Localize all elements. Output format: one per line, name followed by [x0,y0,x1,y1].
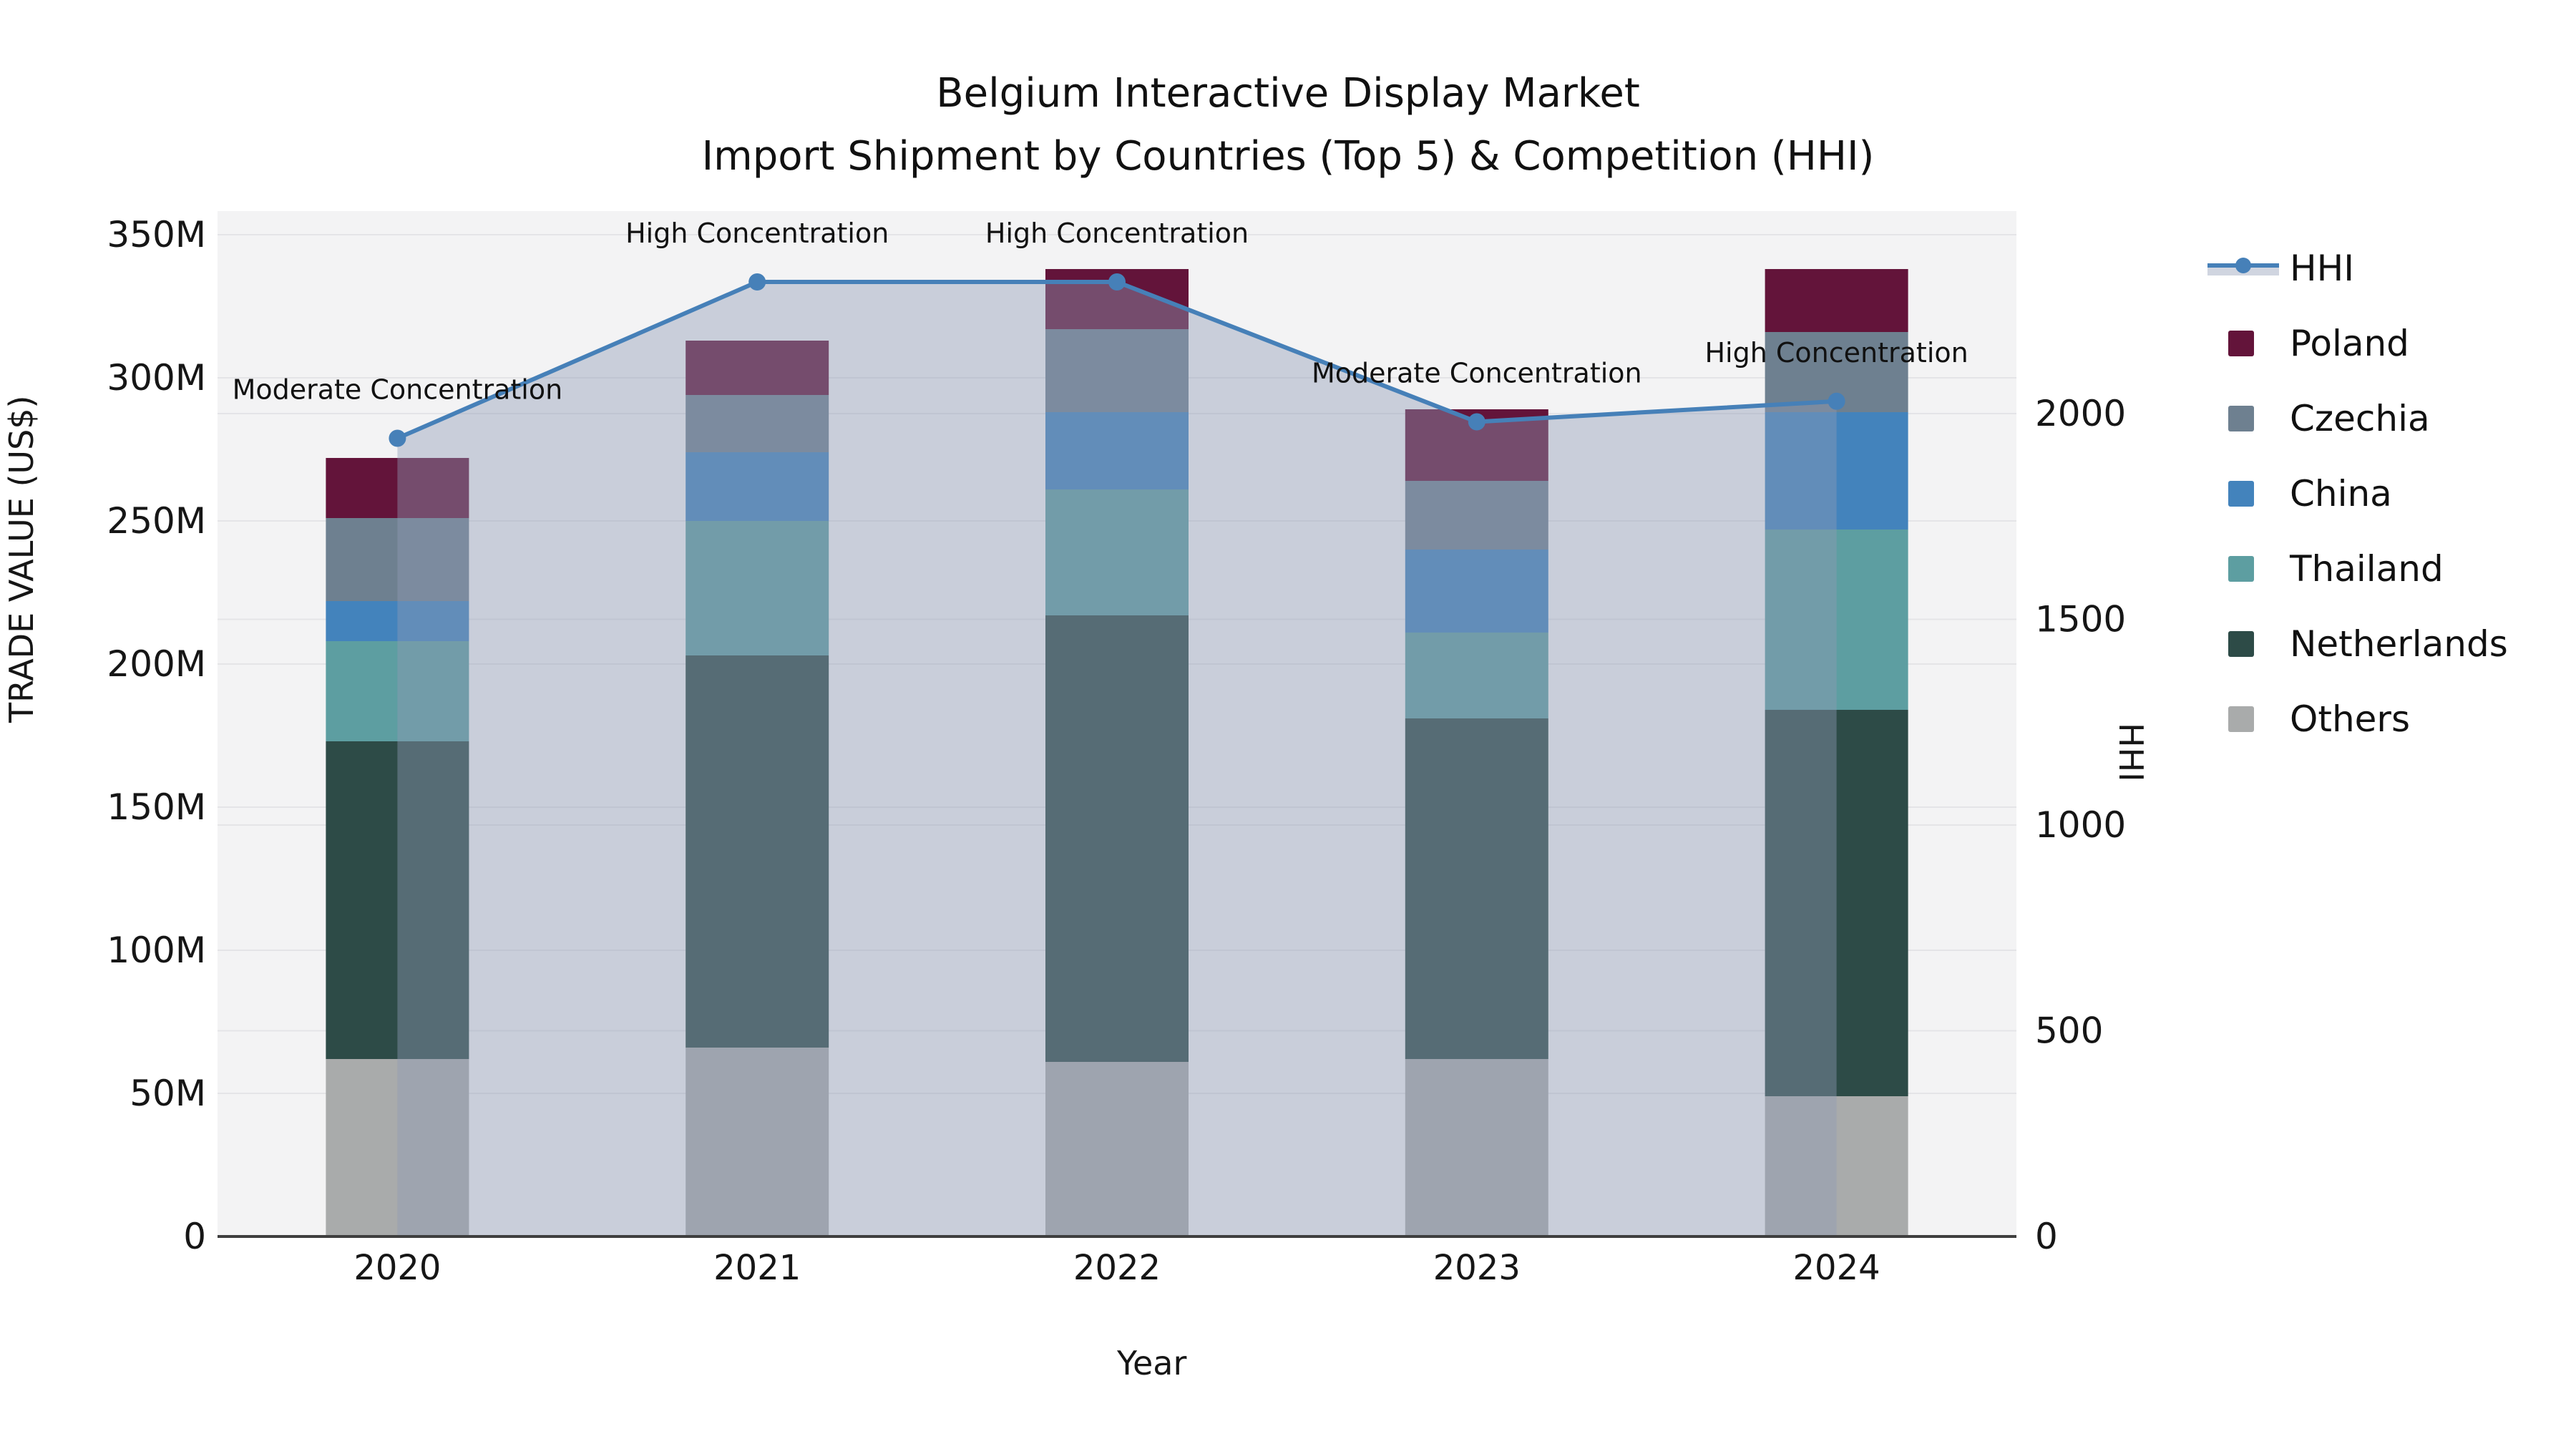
bar-segment-2020-poland [326,458,469,518]
bar-segment-2023-thailand [1405,633,1548,718]
hhi-marker-2021 [748,273,766,291]
legend-label-others: Others [2290,698,2411,740]
y-tick-left-250M: 250M [107,500,206,542]
bar-segment-2022-others [1045,1062,1189,1236]
y-tick-left-300M: 300M [107,357,206,399]
bar-segment-2024-poland [1765,269,1908,332]
hhi-marker-2020 [389,429,406,447]
annotation-2023: Moderate Concentration [1312,358,1642,389]
y-tick-left-150M: 150M [107,786,206,828]
bar-segment-2022-china [1045,412,1189,489]
y-tick-left-50M: 50M [130,1073,206,1114]
y-tick-right-2000: 2000 [2035,393,2126,434]
bar-segment-2021-netherlands [686,655,829,1048]
legend-label-china: China [2290,473,2392,514]
legend-swatch-thailand [2228,556,2254,582]
legend-item-china[interactable]: China [2207,473,2508,514]
bar-segment-2021-poland [686,341,829,395]
bar-segment-2022-netherlands [1045,615,1189,1062]
y-tick-right-1500: 1500 [2035,599,2126,640]
legend-item-thailand[interactable]: Thailand [2207,548,2508,590]
chart-subtitle: Import Shipment by Countries (Top 5) & C… [701,133,1875,180]
y-tick-left-350M: 350M [107,214,206,255]
bar-segment-2024-china [1765,412,1908,530]
legend-swatch-others [2228,706,2254,732]
y-tick-left-200M: 200M [107,643,206,685]
legend-swatch-china [2228,481,2254,507]
hhi-marker-2024 [1828,392,1845,410]
hhi-line-sample-icon [2207,258,2279,275]
bar-segment-2024-thailand [1765,530,1908,710]
bar-segment-2023-netherlands [1405,718,1548,1059]
bar-segment-2020-china [326,601,469,641]
legend: HHI Poland Czechia China Thailand Netherlands… [2207,248,2508,740]
bar-segment-2020-czechia [326,518,469,601]
legend-item-others[interactable]: Others [2207,698,2508,740]
x-tick-2022: 2022 [1073,1248,1161,1288]
x-tick-2024: 2024 [1793,1248,1880,1288]
legend-item-poland[interactable]: Poland [2207,323,2508,364]
legend-item-netherlands[interactable]: Netherlands [2207,623,2508,665]
legend-label-thailand: Thailand [2290,548,2444,590]
y-tick-left-0: 0 [183,1216,206,1257]
legend-label-netherlands: Netherlands [2290,623,2508,665]
bar-segment-2020-thailand [326,641,469,741]
legend-swatch-netherlands [2228,631,2254,657]
x-tick-2023: 2023 [1433,1248,1521,1288]
x-tick-2020: 2020 [353,1248,441,1288]
hhi-marker-2023 [1468,413,1485,431]
bar-segment-2024-netherlands [1765,710,1908,1096]
bar-segment-2023-china [1405,550,1548,633]
legend-label-hhi: HHI [2290,248,2354,289]
bar-segment-2022-czechia [1045,329,1189,412]
bar-segment-2023-others [1405,1059,1548,1236]
bar-segment-2021-others [686,1048,829,1236]
annotation-2022: High Concentration [985,218,1249,249]
x-tick-2021: 2021 [713,1248,801,1288]
legend-item-hhi[interactable]: HHI [2207,248,2508,289]
legend-label-poland: Poland [2290,323,2409,364]
y-tick-right-0: 0 [2035,1216,2058,1257]
hhi-marker-2022 [1108,273,1126,291]
bar-segment-2020-others [326,1059,469,1236]
bar-segment-2021-czechia [686,395,829,452]
y-tick-left-100M: 100M [107,930,206,971]
bar-segment-2021-china [686,452,829,521]
bar-segment-2023-czechia [1405,481,1548,550]
hhi-area-fill [397,282,1837,1236]
annotation-2020: Moderate Concentration [233,374,563,406]
legend-label-czechia: Czechia [2290,398,2430,439]
chart-title: Belgium Interactive Display Market [936,70,1640,117]
bar-segment-2021-thailand [686,521,829,655]
bar-segment-2020-netherlands [326,741,469,1059]
annotation-2024: High Concentration [1704,337,1968,369]
y-tick-right-1000: 1000 [2035,804,2126,846]
bar-segment-2024-others [1765,1096,1908,1236]
annotation-2021: High Concentration [625,218,889,249]
legend-item-czechia[interactable]: Czechia [2207,398,2508,439]
y-tick-right-500: 500 [2035,1010,2103,1052]
bar-segment-2022-thailand [1045,489,1189,615]
legend-swatch-czechia [2228,406,2254,431]
legend-swatch-poland [2228,331,2254,356]
